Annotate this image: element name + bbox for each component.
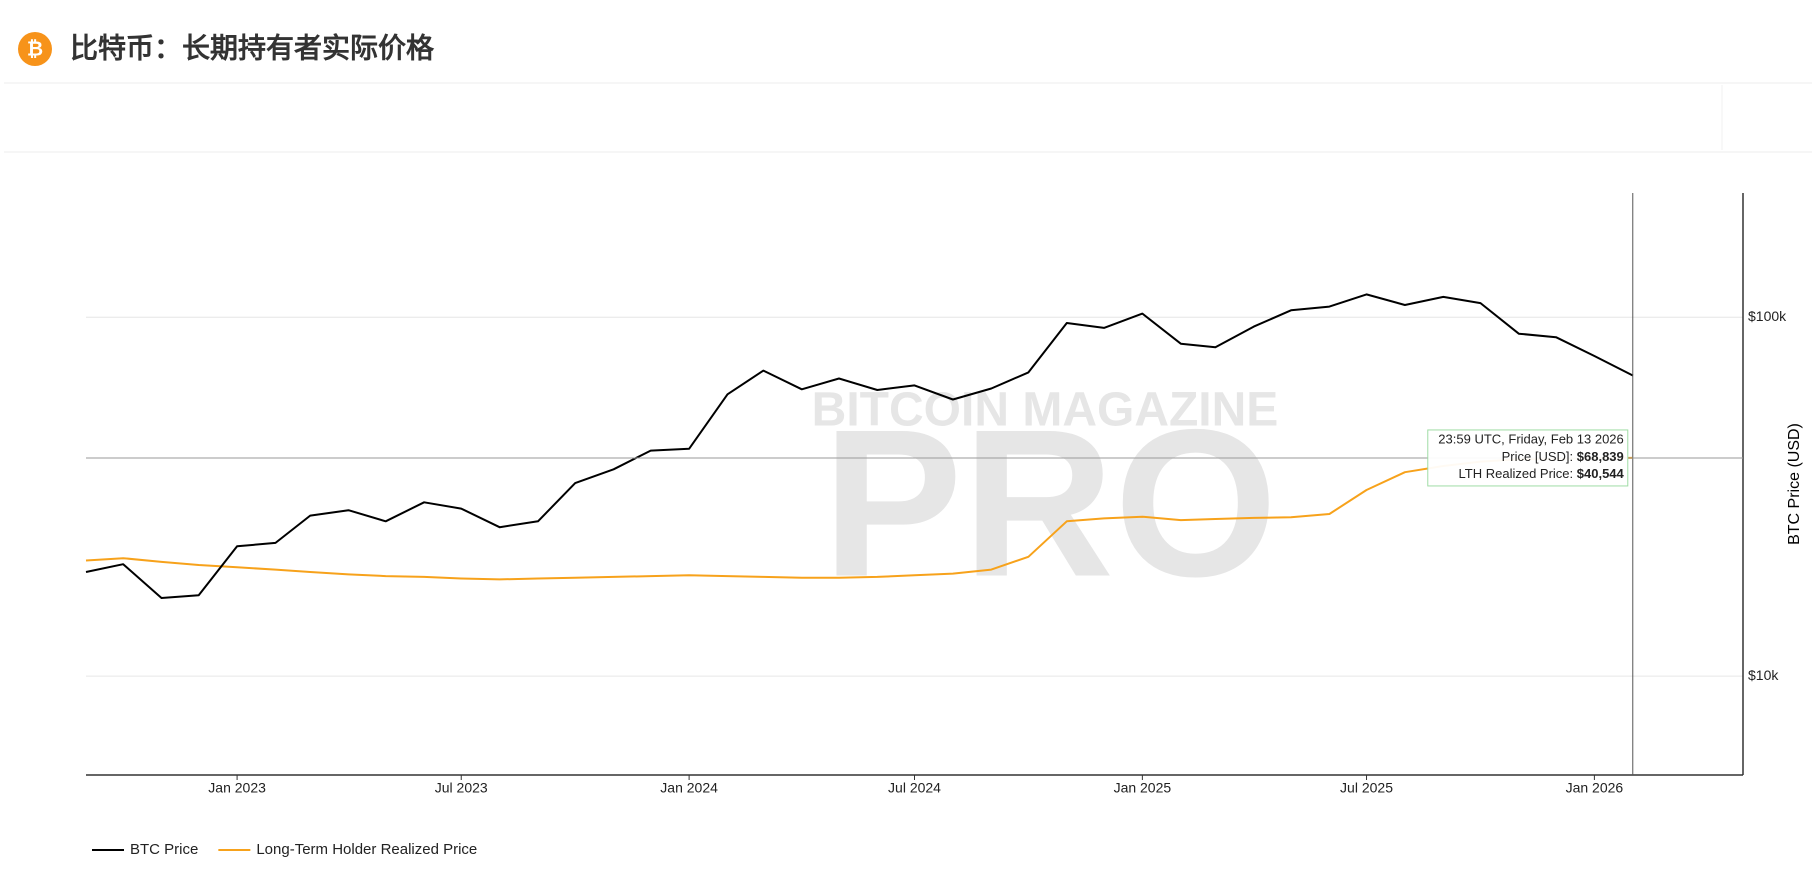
x-tick-label: Jan 2025 <box>1114 780 1172 796</box>
tooltip-box <box>1427 429 1629 487</box>
page-title: 比特币：长期持有者实际价格 <box>70 31 435 63</box>
tooltip-row: LTH Realized Price: $40,544 <box>1459 466 1625 481</box>
tooltip-label: Price [USD]: <box>1502 449 1577 464</box>
x-tick-label: Jan 2024 <box>660 780 718 796</box>
series-line <box>85 293 1634 599</box>
x-tick-label: Jul 2023 <box>435 780 488 796</box>
tooltip-label: LTH Realized Price: <box>1459 466 1577 481</box>
watermark: PRO <box>822 385 1277 620</box>
icon-glyph: ₿ <box>27 38 43 60</box>
watermark: BITCOIN MAGAZINE <box>812 384 1279 437</box>
series-line <box>85 456 1633 581</box>
tooltip-header: 23:59 UTC, Friday, Feb 13 2026 <box>1438 431 1623 446</box>
legend-label: BTC Price <box>130 841 198 858</box>
tooltip-value: $40,544 <box>1577 466 1625 481</box>
x-tick-label: Jul 2024 <box>888 780 941 796</box>
y-tick-label: $100k <box>1748 308 1787 324</box>
y-axis-label: BTC Price (USD) <box>1786 423 1803 545</box>
x-tick-label: Jan 2023 <box>208 780 266 796</box>
x-tick-label: Jan 2026 <box>1566 780 1624 796</box>
x-tick-label: Jul 2025 <box>1340 780 1393 796</box>
bitcoin-icon <box>18 32 52 66</box>
legend-label: Long-Term Holder Realized Price <box>256 841 477 858</box>
tooltip-row: Price [USD]: $68,839 <box>1502 449 1624 464</box>
y-tick-label: $10k <box>1748 667 1779 683</box>
tooltip-value: $68,839 <box>1577 449 1624 464</box>
